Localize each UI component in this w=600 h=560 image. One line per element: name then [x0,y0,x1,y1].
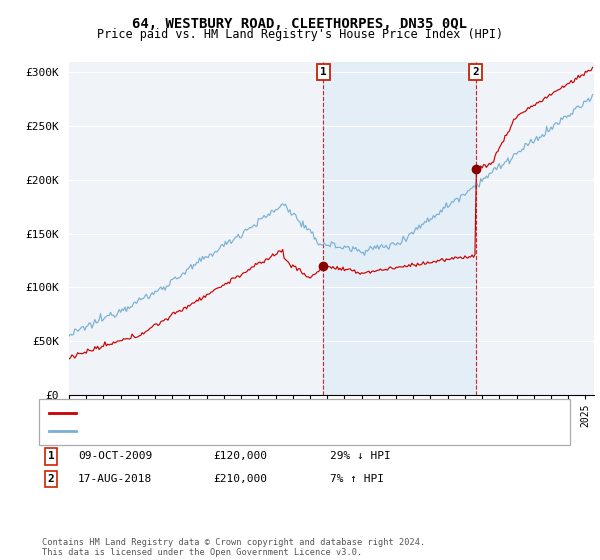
Text: 1: 1 [320,67,326,77]
Text: 64, WESTBURY ROAD, CLEETHORPES, DN35 0QL (detached house): 64, WESTBURY ROAD, CLEETHORPES, DN35 0QL… [83,408,433,418]
Text: HPI: Average price, detached house, North East Lincolnshire: HPI: Average price, detached house, Nort… [83,426,445,436]
Text: 09-OCT-2009: 09-OCT-2009 [78,451,152,461]
Text: 17-AUG-2018: 17-AUG-2018 [78,474,152,484]
Bar [323,62,476,395]
Text: Price paid vs. HM Land Registry's House Price Index (HPI): Price paid vs. HM Land Registry's House … [97,28,503,41]
Text: 1: 1 [47,451,55,461]
Text: 2: 2 [472,67,479,77]
Text: £120,000: £120,000 [213,451,267,461]
Text: 64, WESTBURY ROAD, CLEETHORPES, DN35 0QL: 64, WESTBURY ROAD, CLEETHORPES, DN35 0QL [133,17,467,31]
Text: 2: 2 [47,474,55,484]
Text: Contains HM Land Registry data © Crown copyright and database right 2024.
This d: Contains HM Land Registry data © Crown c… [42,538,425,557]
Text: 29% ↓ HPI: 29% ↓ HPI [330,451,391,461]
Text: 7% ↑ HPI: 7% ↑ HPI [330,474,384,484]
Text: £210,000: £210,000 [213,474,267,484]
